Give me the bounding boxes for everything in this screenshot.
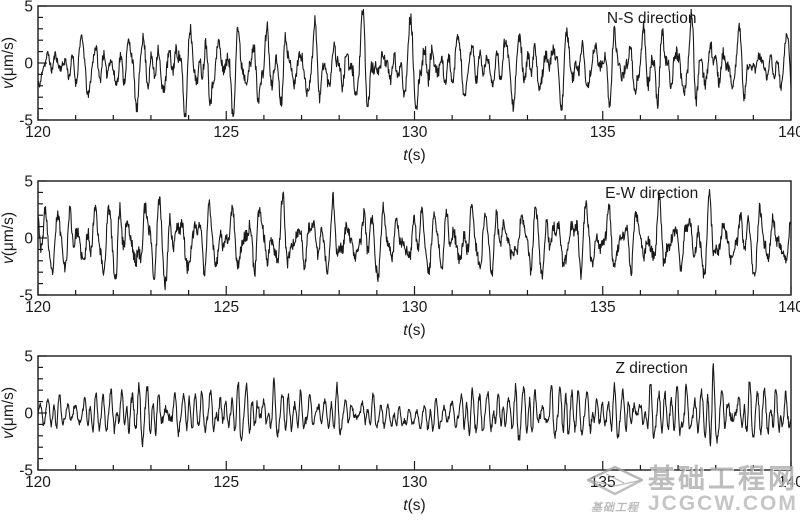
y-tick-label: -5 <box>19 113 33 130</box>
chart-row-ns: 120 125 130 135 140 -5 0 5 N-S direction t(s) v(μm… <box>0 0 800 175</box>
chart-ns-direction: 120 125 130 135 140 -5 0 5 N-S direction t(s) v(μm… <box>0 0 800 164</box>
x-tick-label: 120 <box>25 124 51 141</box>
waveform-trace <box>37 189 792 291</box>
chart-ew-direction: 120 125 130 135 140 -5 0 5 E-W direction t(s) v(μm… <box>0 174 800 340</box>
x-tick-label: 140 <box>778 299 800 316</box>
x-axis-label: t(s) <box>403 322 425 339</box>
x-tick-label: 140 <box>778 474 800 491</box>
y-axis-label: v(μm/s) <box>0 37 17 89</box>
waveform-trace <box>37 8 792 118</box>
x-tick-label: 130 <box>402 299 428 316</box>
x-tick-label: 135 <box>590 299 616 316</box>
chart-row-ew: 120 125 130 135 140 -5 0 5 E-W direction t(s) v(μm… <box>0 174 800 350</box>
x-tick-label: 125 <box>213 124 239 141</box>
x-tick-label: 140 <box>778 124 800 141</box>
y-tick-label: -5 <box>19 463 33 480</box>
y-tick-label: 5 <box>24 175 33 191</box>
waveform-trace <box>37 363 792 448</box>
y-axis-label: v(μm/s) <box>0 387 17 439</box>
y-tick-label: 0 <box>24 56 33 73</box>
y-tick-label: 0 <box>24 406 33 423</box>
plot-box <box>37 355 792 471</box>
y-tick-label: 5 <box>24 0 33 16</box>
plot-box <box>37 5 792 121</box>
y-tick-label: 0 <box>24 231 33 248</box>
x-tick-label: 125 <box>213 474 239 491</box>
chart-title: N-S direction <box>607 10 697 27</box>
chart-title: Z direction <box>616 360 688 377</box>
chart-row-z: 120 125 130 135 140 -5 0 5 Z direction t(s) v(μm/s… <box>0 349 800 525</box>
y-axis-label: v(μm/s) <box>0 212 17 264</box>
plot-box <box>37 180 792 296</box>
x-tick-label: 130 <box>402 474 428 491</box>
x-tick-label: 120 <box>25 474 51 491</box>
chart-title: E-W direction <box>605 185 698 202</box>
x-tick-label: 125 <box>213 299 239 316</box>
y-tick-label: -5 <box>19 288 33 305</box>
x-tick-label: 120 <box>25 299 51 316</box>
x-tick-label: 135 <box>590 474 616 491</box>
x-axis-label: t(s) <box>403 147 425 164</box>
x-tick-label: 130 <box>402 124 428 141</box>
x-tick-label: 135 <box>590 124 616 141</box>
y-tick-label: 5 <box>24 350 33 366</box>
chart-z-direction: 120 125 130 135 140 -5 0 5 Z direction t(s) v(μm/s… <box>0 349 800 515</box>
x-axis-label: t(s) <box>403 497 425 514</box>
